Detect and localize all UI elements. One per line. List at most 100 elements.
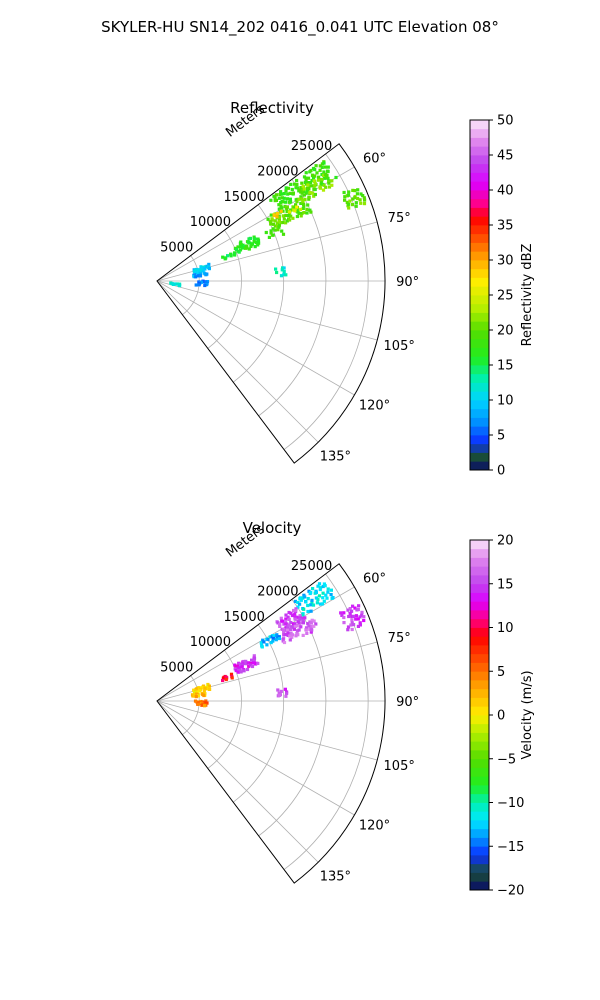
echo-cell — [237, 250, 241, 254]
echo-cell — [329, 593, 333, 597]
colorbar-band — [470, 373, 489, 383]
colorbar-band — [470, 303, 489, 313]
echo-cell — [296, 186, 300, 190]
echo-cell — [316, 584, 320, 588]
echo-cell — [172, 282, 176, 286]
colorbar-band — [470, 400, 489, 410]
colorbar-tick-label: 30 — [497, 254, 514, 269]
colorbar-band — [470, 802, 489, 812]
echo-cell — [194, 695, 198, 699]
colorbar-band — [470, 391, 489, 401]
echo-cell — [355, 192, 359, 196]
colorbar-band — [470, 846, 489, 856]
azimuth-tick-label: 90° — [396, 695, 419, 710]
echo-cell — [272, 222, 276, 226]
echo-cell — [351, 188, 355, 192]
range-tick-label: 25000 — [291, 139, 332, 154]
range-tick-label: 10000 — [190, 635, 231, 650]
echo-cell — [297, 197, 301, 201]
colorbar-tick-label: 40 — [497, 184, 514, 199]
echo-cell — [278, 622, 282, 626]
colorbar-band — [470, 566, 489, 576]
echo-cell — [273, 224, 277, 228]
echo-cell — [200, 703, 204, 707]
colorbar-band — [470, 855, 489, 865]
echo-cell — [271, 636, 275, 641]
echo-cell — [229, 672, 234, 676]
echo-cell — [322, 176, 326, 180]
echo-cell — [316, 598, 320, 602]
echo-cell — [196, 694, 201, 698]
echo-cell — [296, 615, 301, 619]
echo-cell — [321, 591, 325, 595]
colorbar-band — [470, 785, 489, 795]
echo-cell — [292, 625, 296, 629]
echo-cell — [293, 209, 297, 213]
echo-cell — [343, 198, 347, 202]
azimuth-tick-label: 75° — [388, 211, 411, 226]
echo-cell — [281, 200, 285, 204]
echo-cell — [287, 210, 291, 214]
echo-cell — [280, 268, 284, 272]
echo-cell — [342, 611, 346, 615]
echo-cell — [286, 628, 290, 632]
echo-cell — [289, 182, 293, 186]
echo-cell — [294, 203, 298, 207]
echo-cell — [289, 611, 293, 615]
colorbar-tick-label: 35 — [497, 219, 514, 234]
echo-cell — [271, 233, 275, 237]
colorbar-band — [470, 697, 489, 707]
echo-cell — [239, 240, 243, 244]
colorbar-band — [470, 548, 489, 558]
echo-cell — [245, 244, 249, 248]
echo-cell — [302, 211, 306, 215]
colorbar-band — [470, 417, 489, 427]
colorbar-band — [470, 540, 489, 550]
colorbar-band — [470, 426, 489, 436]
echo-cell — [304, 171, 308, 175]
echo-cell — [262, 640, 266, 644]
echo-cell — [268, 635, 272, 639]
range-tick-label: 5000 — [160, 241, 193, 256]
echo-cell — [297, 624, 301, 628]
echo-cell — [348, 199, 352, 203]
echo-cell — [279, 274, 284, 278]
colorbar-band — [470, 295, 489, 305]
echo-cell — [274, 638, 278, 642]
echo-cell — [194, 692, 198, 696]
echo-cell — [289, 631, 293, 635]
echo-cell — [360, 610, 364, 614]
echo-cell — [310, 618, 314, 622]
echo-cell — [273, 196, 277, 200]
echo-cell — [276, 228, 280, 232]
echo-cell — [312, 176, 316, 180]
echo-cell — [286, 631, 290, 635]
echo-cell — [279, 204, 283, 208]
echo-cell — [317, 582, 322, 586]
echo-cell — [297, 628, 301, 632]
echo-cell — [285, 622, 289, 626]
echo-cell — [284, 189, 288, 193]
echo-cell — [248, 663, 252, 667]
echo-cell — [280, 619, 284, 623]
velocity-panel: Velocity500010000150002000025000Meters60… — [156, 519, 535, 899]
echo-cell — [230, 676, 234, 680]
echo-cell — [272, 213, 276, 218]
echo-cell — [293, 612, 297, 616]
echo-cell — [359, 201, 363, 205]
echo-cell — [203, 267, 207, 271]
colorbar-band — [470, 557, 489, 567]
echo-cell — [303, 595, 307, 599]
colorbar-band — [470, 233, 489, 243]
colorbar-band — [470, 863, 489, 873]
echo-cell — [294, 607, 298, 611]
echo-cell — [269, 222, 273, 226]
echo-cell — [317, 178, 321, 182]
echo-cell — [277, 225, 281, 229]
echo-cell — [313, 182, 317, 186]
echo-cell — [264, 230, 268, 235]
echo-cell — [326, 165, 330, 169]
echo-cell — [248, 236, 252, 240]
echo-cell — [192, 690, 197, 694]
echo-cell — [283, 632, 287, 637]
